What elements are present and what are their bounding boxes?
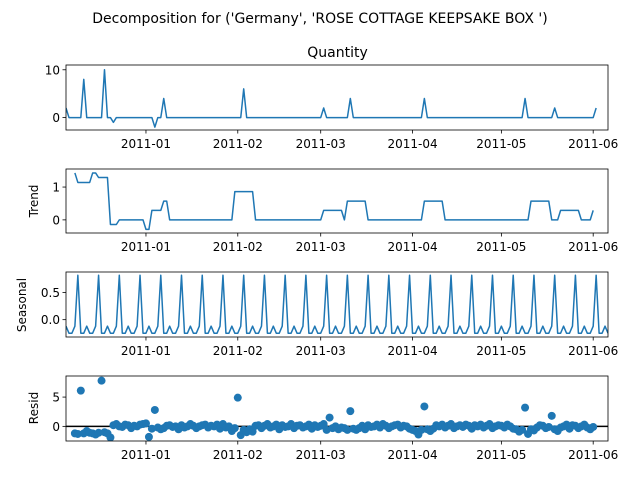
resid-axes-frame <box>65 375 609 442</box>
resid-point <box>141 419 150 428</box>
observed-xtick-label: 2011-03 <box>296 137 346 151</box>
trend-xtick-label: 2011-06 <box>568 240 618 254</box>
resid-point <box>417 425 426 434</box>
trend-xtick-label: 2011-01 <box>121 240 171 254</box>
resid-point <box>150 405 159 414</box>
resid-ytick-label: 0 <box>52 420 60 434</box>
seasonal-xtick-label: 2011-01 <box>121 344 171 358</box>
observed-ytick-label: 10 <box>45 63 60 77</box>
observed-xtick-label: 2011-06 <box>568 137 618 151</box>
resid-xtick-label: 2011-04 <box>387 448 437 462</box>
resid-point <box>521 403 530 412</box>
observed-plot-area <box>66 69 597 128</box>
trend-xtick-label: 2011-02 <box>213 240 263 254</box>
observed-axes-frame <box>65 64 609 131</box>
observed-xtick-label: 2011-02 <box>213 137 263 151</box>
resid-point <box>592 0 600 4</box>
observed-xtick-label: 2011-01 <box>121 137 171 151</box>
resid-point <box>147 424 156 433</box>
resid-point <box>346 407 355 416</box>
trend-plot-area <box>74 172 594 231</box>
trend-series-line <box>74 172 594 231</box>
trend-xtick-label: 2011-04 <box>387 240 437 254</box>
figure-title: Decomposition for ('Germany', 'ROSE COTT… <box>92 11 547 27</box>
seasonal-xtick-label: 2011-06 <box>568 344 618 358</box>
panel-observed: Quantity 0 10 2011-01 2011-02 2011-03 2011-04… <box>45 45 619 151</box>
seasonal-xtick-label: 2011-04 <box>387 344 437 358</box>
trend-ytick-label: 0 <box>52 213 60 227</box>
seasonal-ytick-label: 0.0 <box>41 313 60 327</box>
observed-ytick-label: 0 <box>52 111 60 125</box>
resid-point <box>343 425 352 434</box>
panel-resid-ylabel: Resid <box>27 392 41 424</box>
resid-point <box>233 393 242 402</box>
resid-point <box>325 413 334 422</box>
observed-xtick-label: 2011-05 <box>476 137 526 151</box>
seasonal-series-line <box>66 274 608 334</box>
panel-seasonal-ylabel: Seasonal <box>15 278 29 332</box>
trend-xtick-label: 2011-03 <box>296 240 346 254</box>
trend-axes-frame <box>65 168 609 234</box>
seasonal-axes-frame <box>65 271 609 338</box>
resid-point <box>106 433 115 441</box>
resid-point <box>420 402 429 411</box>
resid-point <box>230 424 239 433</box>
resid-point <box>94 428 103 437</box>
seasonal-xtick-label: 2011-05 <box>476 344 526 358</box>
resid-xtick-label: 2011-01 <box>121 448 171 462</box>
trend-xtick-label: 2011-05 <box>476 240 526 254</box>
resid-point <box>97 376 106 385</box>
resid-xtick-label: 2011-02 <box>213 448 263 462</box>
resid-point <box>547 411 556 420</box>
resid-plot-area <box>66 0 608 441</box>
resid-point <box>518 425 527 434</box>
trend-ytick-label: 1 <box>52 181 60 195</box>
resid-point <box>76 386 85 395</box>
panel-trend-ylabel: Trend <box>27 185 41 219</box>
resid-xtick-label: 2011-06 <box>568 448 618 462</box>
seasonal-xtick-label: 2011-02 <box>213 344 263 358</box>
resid-ytick-label: 5 <box>52 391 60 405</box>
resid-xtick-label: 2011-03 <box>296 448 346 462</box>
resid-point <box>144 432 153 441</box>
seasonal-plot-area <box>66 274 608 334</box>
seasonal-ytick-label: 0.5 <box>41 286 60 300</box>
panel-observed-title: Quantity <box>307 45 368 61</box>
observed-series-line <box>66 69 597 128</box>
panel-resid: Resid 0 5 2011-01 2011-02 2011-03 2011-04 2011… <box>27 0 618 462</box>
observed-xtick-label: 2011-04 <box>387 137 437 151</box>
panel-seasonal: Seasonal 0.0 0.5 2011-01 2011-02 2011-03 2011… <box>15 271 618 358</box>
resid-point <box>589 422 598 431</box>
resid-point <box>73 429 82 438</box>
resid-point <box>595 0 603 4</box>
resid-xtick-label: 2011-05 <box>476 448 526 462</box>
seasonal-xtick-label: 2011-03 <box>296 344 346 358</box>
panel-trend: Trend 0 1 2011-01 2011-02 2011-03 2011-04 2011… <box>27 168 618 254</box>
